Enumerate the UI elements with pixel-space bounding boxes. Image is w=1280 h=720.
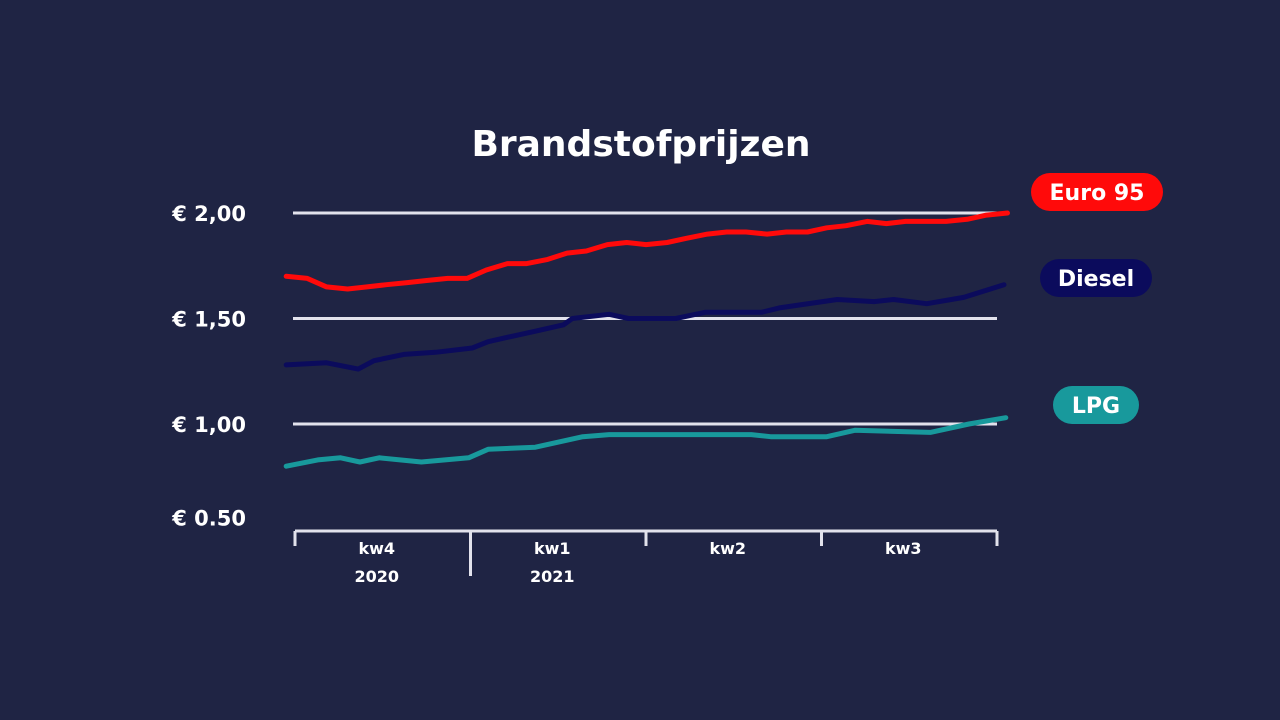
series-line-diesel: [283, 282, 1007, 372]
x-tick-label: kw4: [358, 539, 395, 558]
legend-item: LPG: [1053, 386, 1139, 424]
series-line-lpg: [283, 415, 1009, 469]
legend-label: LPG: [1072, 394, 1120, 419]
y-tick-label: € 0.50: [171, 507, 246, 531]
x-year-label: 2020: [354, 567, 399, 586]
legend-label: Euro 95: [1050, 181, 1145, 206]
y-tick-label: € 2,00: [171, 202, 246, 226]
y-tick-label: € 1,50: [171, 308, 246, 332]
legend-pill: [1031, 173, 1163, 211]
x-tick-label: kw3: [885, 539, 922, 558]
legend-pill: [1053, 386, 1139, 424]
series-line-euro-95: [283, 210, 1010, 292]
legend-item: Euro 95: [1031, 173, 1163, 211]
legend-item: Diesel: [1040, 259, 1152, 297]
x-tick-label: kw1: [534, 539, 571, 558]
x-tick-label: kw2: [709, 539, 746, 558]
legend-label: Diesel: [1058, 267, 1134, 292]
x-year-label: 2021: [530, 567, 575, 586]
y-tick-label: € 1,00: [171, 413, 246, 437]
chart-title: Brandstofprijzen: [471, 124, 810, 165]
legend-pill: [1040, 259, 1152, 297]
